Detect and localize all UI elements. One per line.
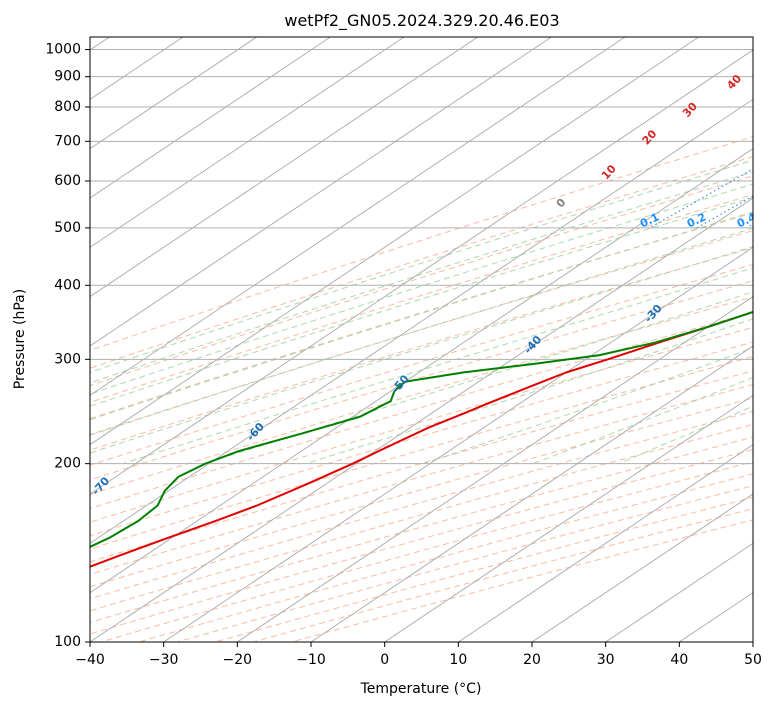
- moist-adiabat: [90, 159, 753, 373]
- x-tick-label: −10: [296, 652, 326, 668]
- x-tick-label: 40: [670, 652, 688, 668]
- dry-adiabat: [90, 449, 753, 635]
- dry-adiabat: [90, 326, 753, 523]
- y-tick-label: 400: [54, 277, 81, 293]
- dry-adiabat: [90, 356, 753, 550]
- isotherm-line: [90, 37, 700, 446]
- isotherm-line: [90, 37, 552, 347]
- plot-frame: [89, 36, 754, 643]
- x-tick-label: 0: [380, 652, 389, 668]
- isotherm-line: [384, 394, 753, 642]
- sounding-profiles: [90, 310, 753, 568]
- isotherm-line: [90, 37, 331, 199]
- y-tick-label: 900: [54, 69, 81, 85]
- isotherm-line: [458, 444, 753, 642]
- dry-adiabat: [90, 311, 753, 510]
- temperature-profile: [90, 310, 753, 568]
- y-tick-label: 100: [54, 634, 81, 650]
- isotherm-line: [90, 37, 258, 150]
- isotherm-line: [90, 37, 479, 298]
- dry-adiabat: [176, 485, 753, 642]
- isotherm-line: [310, 345, 753, 642]
- dry-adiabat: [90, 280, 753, 481]
- moist-adiabat: [90, 211, 753, 421]
- x-tick-label: −20: [223, 652, 253, 668]
- y-tick-label: 700: [54, 133, 81, 149]
- dewpoint-profile: [90, 310, 753, 548]
- x-tick-label: −30: [149, 652, 179, 668]
- x-tick-label: 10: [449, 652, 467, 668]
- isotherm-line: [90, 197, 753, 642]
- isotherm-line: [531, 493, 753, 642]
- y-tick-label: 800: [54, 99, 81, 115]
- y-tick-label: 1000: [45, 42, 81, 58]
- reference-lines: [90, 37, 753, 642]
- isotherm-line: [90, 98, 753, 544]
- moist-adiabat: [90, 183, 753, 395]
- chart-title: wetPf2_GN05.2024.329.20.46.E03: [284, 11, 559, 31]
- moist-adiabat: [90, 246, 753, 454]
- isotherm-line: [163, 246, 753, 642]
- x-axis-label: Temperature (°C): [360, 681, 482, 697]
- isotherm-line: [90, 49, 753, 495]
- moist-adiabat: [122, 267, 753, 465]
- isotherm-line: [90, 37, 626, 396]
- x-tick-label: 50: [744, 652, 762, 668]
- moist-adiabat: [305, 318, 753, 465]
- dry-adiabat: [138, 473, 753, 642]
- isotherm-line: [90, 148, 753, 594]
- dry-adiabat: [90, 384, 753, 575]
- isotherm-line: [237, 296, 753, 642]
- y-axis-label: Pressure (hPa): [12, 289, 28, 389]
- x-tick-label: 20: [523, 652, 541, 668]
- isotherm-line: [90, 37, 405, 248]
- dry-adiabat: [100, 461, 753, 642]
- y-tick-label: 200: [54, 456, 81, 472]
- y-tick-label: 300: [54, 351, 81, 367]
- y-tick-label: 500: [54, 220, 81, 236]
- y-tick-label: 600: [54, 173, 81, 189]
- axis-ticks: −40 −30 −20 −10 0 10 20 30 40 50 100 200 300 400 500 60…: [45, 42, 762, 668]
- x-tick-label: −40: [75, 652, 105, 668]
- x-tick-label: 30: [597, 652, 615, 668]
